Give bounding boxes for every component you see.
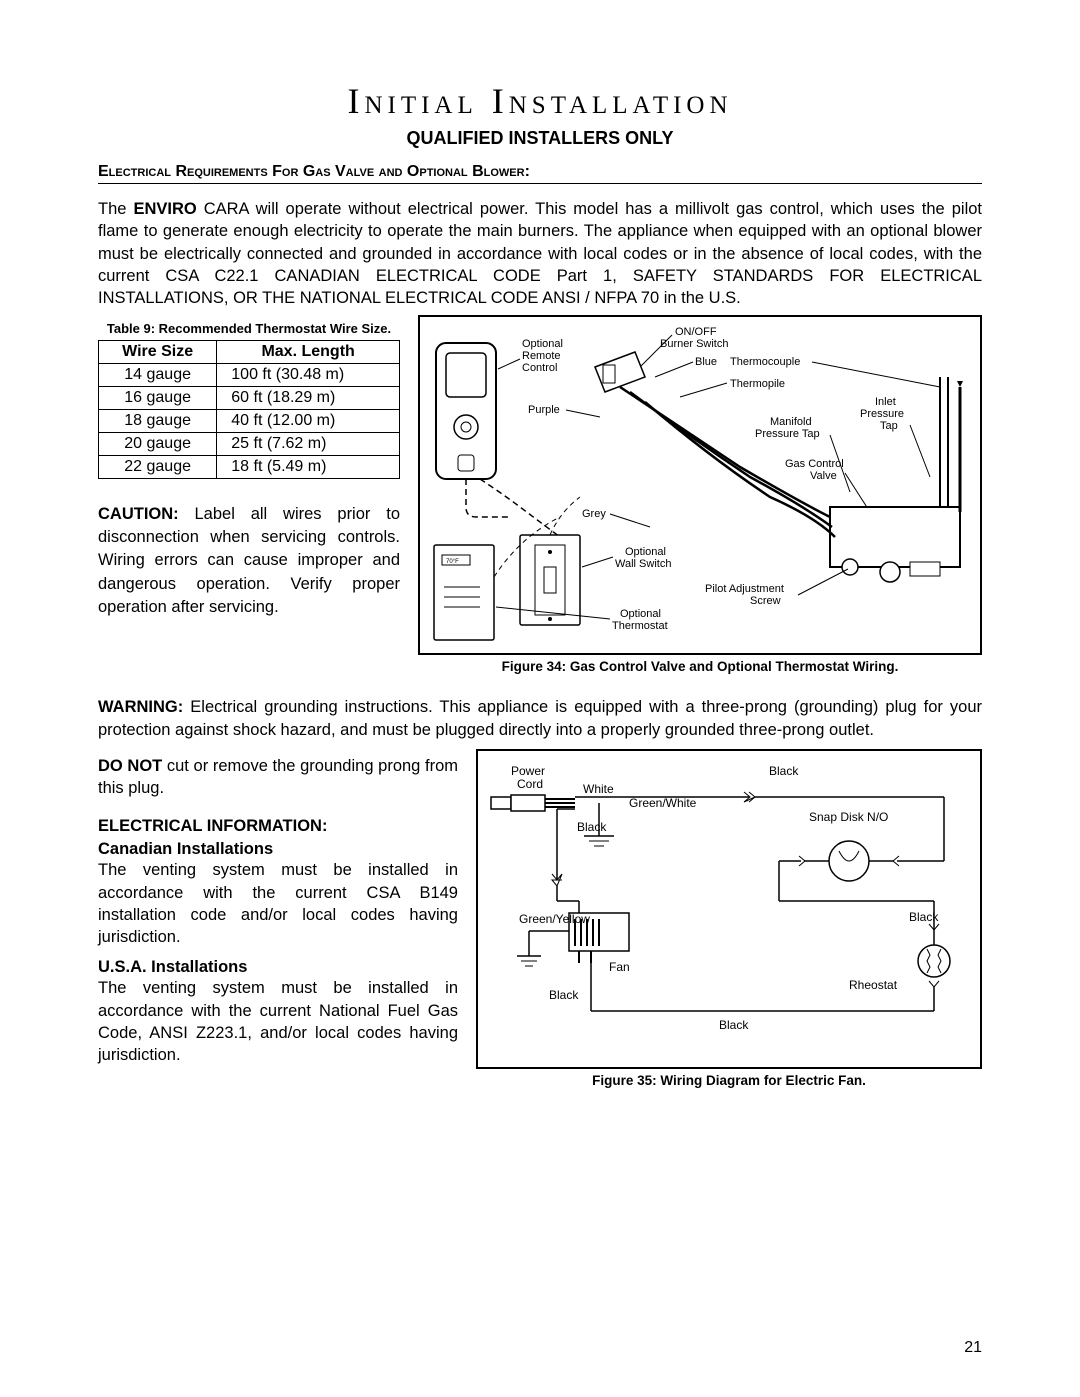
- svg-text:Control: Control: [522, 362, 557, 374]
- table-row: 20 gauge: [99, 433, 217, 456]
- label-blue: Blue: [695, 356, 717, 368]
- svg-text:Tap: Tap: [880, 420, 898, 432]
- svg-text:Pressure: Pressure: [860, 408, 904, 420]
- label-purple: Purple: [528, 404, 560, 416]
- section-heading: Electrical Requirements For Gas Valve an…: [98, 163, 982, 184]
- table-row: 25 ft (7.62 m): [217, 433, 400, 456]
- canadian-text: The venting system must be installed in …: [98, 859, 458, 948]
- svg-text:Wall Switch: Wall Switch: [615, 558, 671, 570]
- usa-heading: U.S.A. Installations: [98, 958, 458, 977]
- label-black-r: Black: [909, 910, 939, 924]
- label-greenyellow: Green/Yellow: [519, 912, 590, 926]
- caution-text: CAUTION: Label all wires prior to discon…: [98, 503, 400, 618]
- usa-text: The venting system must be installed in …: [98, 977, 458, 1066]
- table9-caption: Table 9: Recommended Thermostat Wire Siz…: [98, 321, 400, 338]
- intro-paragraph: The ENVIRO CARA will operate without ele…: [98, 198, 982, 309]
- svg-text:Screw: Screw: [750, 595, 781, 607]
- page-title: Initial Installation: [98, 80, 982, 122]
- table-row: 100 ft (30.48 m): [217, 364, 400, 387]
- label-manifold: Manifold: [770, 416, 812, 428]
- caution-label: CAUTION:: [98, 505, 179, 523]
- svg-text:Pressure Tap: Pressure Tap: [755, 428, 820, 440]
- label-thermopile: Thermopile: [730, 378, 785, 390]
- label-onoff: ON/OFF: [675, 326, 717, 338]
- svg-text:Thermostat: Thermostat: [612, 620, 668, 632]
- figure34-box: Optional Remote Control ON/OFF Burner Sw…: [418, 315, 982, 655]
- label-black-center: Black: [719, 1018, 749, 1032]
- svg-text:Cord: Cord: [517, 777, 543, 791]
- table-row: 18 gauge: [99, 410, 217, 433]
- warning-body: Electrical grounding instructions. This …: [98, 698, 982, 738]
- label-fan: Fan: [609, 960, 630, 974]
- label-greenwhite: Green/White: [629, 796, 697, 810]
- table-row: 60 ft (18.29 m): [217, 387, 400, 410]
- label-snap: Snap Disk N/O: [809, 810, 888, 824]
- label-inlet: Inlet: [875, 396, 896, 408]
- figure35-caption: Figure 35: Wiring Diagram for Electric F…: [476, 1073, 982, 1088]
- svg-text:Remote: Remote: [522, 350, 561, 362]
- warning-label: WARNING:: [98, 698, 183, 716]
- label-black-mid: Black: [577, 820, 607, 834]
- label-grey: Grey: [582, 508, 606, 520]
- svg-text:Valve: Valve: [810, 470, 837, 482]
- page-number: 21: [964, 1339, 982, 1357]
- table9: Wire Size Max. Length 14 gauge100 ft (30…: [98, 340, 400, 479]
- table9-col-0: Wire Size: [99, 341, 217, 364]
- table-row: 14 gauge: [99, 364, 217, 387]
- table-row: 22 gauge: [99, 456, 217, 479]
- canadian-heading: Canadian Installations: [98, 840, 458, 859]
- page-subtitle: QUALIFIED INSTALLERS ONLY: [98, 128, 982, 149]
- brand-name: ENVIRO: [133, 200, 196, 218]
- label-rheostat: Rheostat: [849, 978, 898, 992]
- label-white: White: [583, 782, 614, 796]
- figure35-box: Power Cord White Black Green/White: [476, 749, 982, 1069]
- label-black-top: Black: [769, 764, 799, 778]
- label-gas-valve: Gas Control: [785, 458, 844, 470]
- table-row: 40 ft (12.00 m): [217, 410, 400, 433]
- warning-paragraph: WARNING: Electrical grounding instructio…: [98, 696, 982, 741]
- figure34-caption: Figure 34: Gas Control Valve and Optiona…: [418, 659, 982, 674]
- label-thermostat: Optional: [620, 608, 661, 620]
- label-black-bot: Black: [549, 988, 579, 1002]
- table-row: 16 gauge: [99, 387, 217, 410]
- label-remote: Optional: [522, 338, 563, 350]
- label-power: Power: [511, 764, 545, 778]
- donot-paragraph: DO NOT cut or remove the grounding prong…: [98, 755, 458, 800]
- svg-text:70°F: 70°F: [446, 559, 459, 565]
- table9-col-1: Max. Length: [217, 341, 400, 364]
- table-row: 18 ft (5.49 m): [217, 456, 400, 479]
- elec-info-heading: ELECTRICAL INFORMATION:: [98, 817, 458, 836]
- label-wall-switch: Optional: [625, 546, 666, 558]
- label-thermocouple: Thermocouple: [730, 356, 800, 368]
- label-pilot: Pilot Adjustment: [705, 583, 784, 595]
- svg-text:Burner Switch: Burner Switch: [660, 338, 728, 350]
- donot-label: DO NOT: [98, 757, 162, 775]
